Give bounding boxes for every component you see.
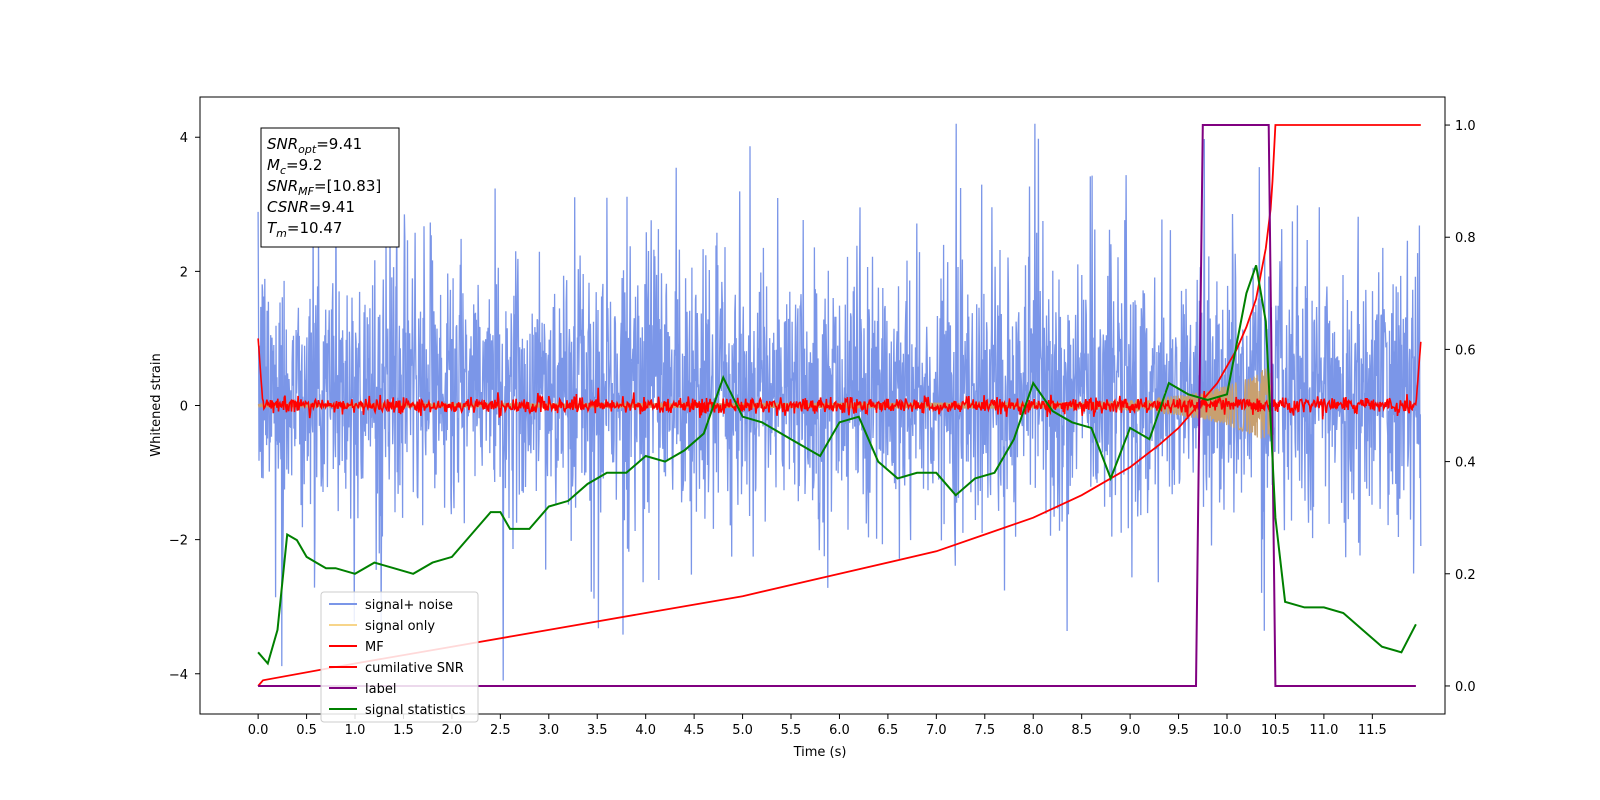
- x-tick-label: 8.5: [1071, 723, 1092, 738]
- y2-tick-label: 1.0: [1455, 119, 1476, 134]
- series-cumulative-snr: [257, 124, 1421, 687]
- x-tick-label: 1.5: [393, 723, 414, 738]
- plot-area: [257, 123, 1422, 687]
- y-tick-label: −2: [169, 534, 188, 549]
- series-label: [258, 124, 1416, 687]
- stat-line: Mc=9.2: [267, 156, 322, 177]
- legend-entry: signal+ noise: [365, 598, 453, 613]
- y-tick-label: 0: [180, 400, 188, 415]
- x-tick-label: 5.5: [781, 723, 802, 738]
- stat-line: SNRopt=9.41: [267, 135, 362, 156]
- legend-entry: signal statistics: [365, 703, 466, 718]
- x-tick-label: 0.5: [296, 723, 317, 738]
- legend-entry: cumilative SNR: [365, 661, 464, 676]
- stat-line: Tm=10.47: [267, 219, 342, 240]
- stats-box: [260, 127, 400, 248]
- legend-entry: signal only: [365, 619, 435, 634]
- series-signal-statistics: [257, 264, 1417, 666]
- x-tick-label: 1.0: [345, 723, 366, 738]
- x-tick-label: 10.5: [1261, 723, 1290, 738]
- x-tick-label: 2.0: [442, 723, 463, 738]
- x-tick-label: 7.5: [974, 723, 995, 738]
- x-tick-label: 4.0: [635, 723, 656, 738]
- y-axis-label: Whitened strain: [149, 353, 164, 456]
- y2-tick-label: 0.6: [1455, 343, 1476, 358]
- x-tick-label: 6.5: [878, 723, 899, 738]
- x-tick-label: 3.0: [538, 723, 559, 738]
- legend-entry: label: [365, 682, 396, 697]
- x-tick-label: 2.5: [490, 723, 511, 738]
- x-tick-label: 4.5: [684, 723, 705, 738]
- legend-entry: MF: [365, 640, 384, 655]
- y2-tick-label: 0.8: [1455, 231, 1476, 246]
- y2-tick-label: 0.2: [1455, 568, 1476, 583]
- x-tick-label: 11.5: [1358, 723, 1387, 738]
- stat-line: CSNR=9.41: [267, 198, 355, 216]
- x-tick-label: 9.5: [1168, 723, 1189, 738]
- x-tick-label: 8.0: [1023, 723, 1044, 738]
- y-tick-label: 4: [180, 131, 188, 146]
- series-mf: [257, 338, 1422, 420]
- legend: signal+ noise signal only MF cumilative SNR…: [320, 591, 479, 723]
- x-tick-label: 11.0: [1309, 723, 1338, 738]
- x-axis-label: Time (s): [793, 745, 847, 760]
- y-tick-label: 2: [180, 265, 188, 280]
- x-tick-label: 10.0: [1213, 723, 1242, 738]
- x-tick-label: 9.0: [1120, 723, 1141, 738]
- legend-box: [320, 591, 479, 723]
- y-tick-label: −4: [169, 668, 188, 683]
- stat-line: SNRMF=[10.83]: [267, 177, 381, 198]
- x-tick-label: 6.0: [829, 723, 850, 738]
- axes: 0.0 0.5 1.0 1.5 2.0 2.5 3.0 3.5 4.0 4.5 5.0 5.5 6.0 6…: [169, 119, 1476, 738]
- y2-tick-label: 0.4: [1455, 456, 1476, 471]
- y2-tick-label: 0.0: [1455, 680, 1476, 695]
- x-tick-label: 7.0: [926, 723, 947, 738]
- x-tick-label: 5.0: [732, 723, 753, 738]
- x-tick-label: 3.5: [587, 723, 608, 738]
- x-tick-label: 0.0: [248, 723, 269, 738]
